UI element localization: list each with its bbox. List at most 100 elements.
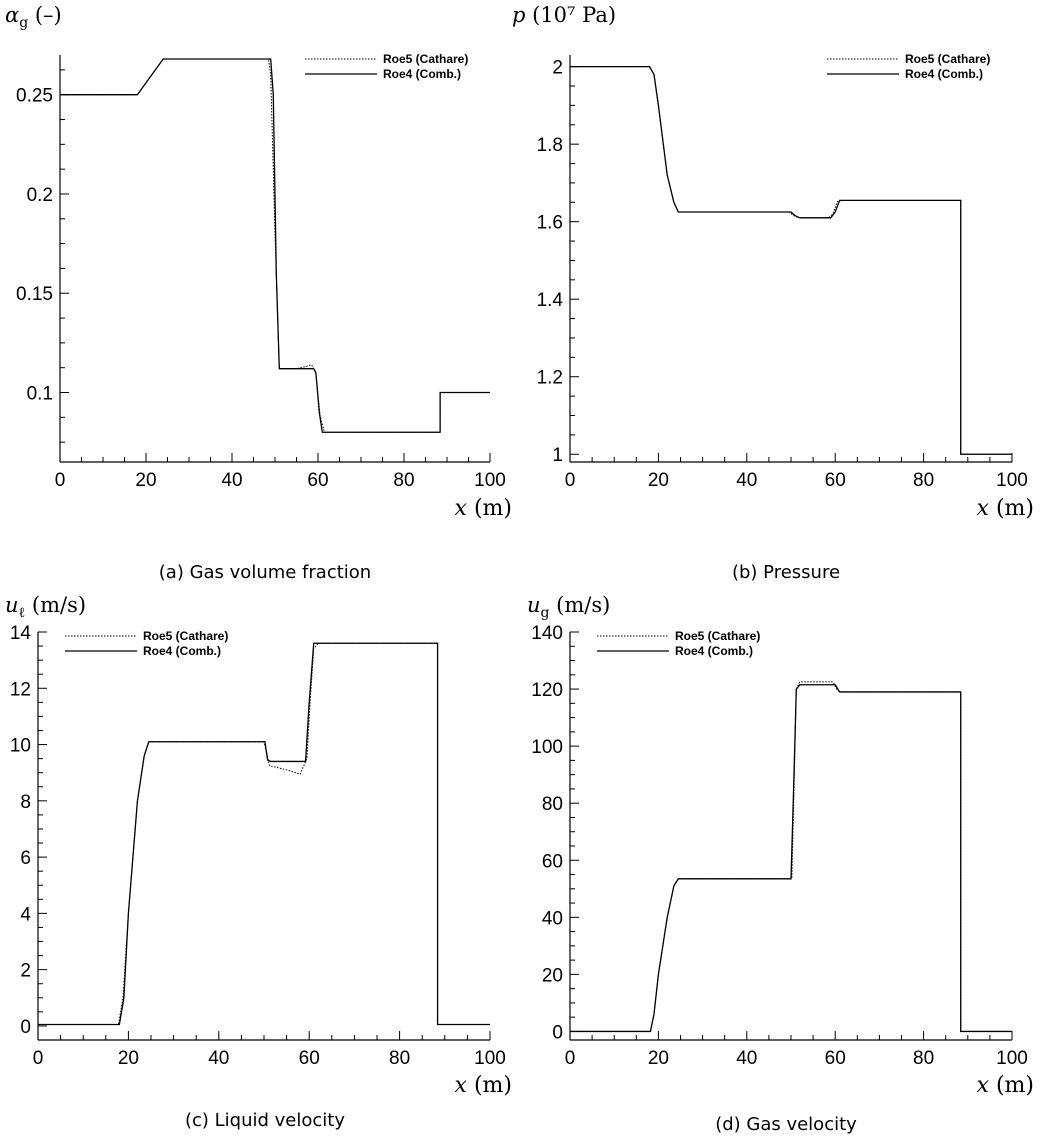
x-tick-label: 60 <box>825 470 846 491</box>
legend-label: Roe4 (Comb.) <box>143 644 221 658</box>
x-axis-label: x (m) <box>977 1073 1034 1098</box>
x-tick-label: 40 <box>208 1048 229 1069</box>
legend-label: Roe5 (Cathare) <box>675 629 760 643</box>
y-label-symbol: α <box>5 3 19 27</box>
y-tick-label: 140 <box>531 623 563 644</box>
y-axis-label: uℓ (m/s) <box>5 593 86 621</box>
y-tick-label: 1.4 <box>537 290 564 311</box>
subfigure-caption: (d) Gas velocity <box>715 1114 857 1135</box>
series-line-roe5 <box>60 58 490 433</box>
y-tick-label: 0 <box>552 1022 563 1043</box>
x-label-symbol: x <box>455 496 468 521</box>
legend-label: Roe4 (Comb.) <box>905 67 983 81</box>
y-tick-label: 0.1 <box>27 384 53 405</box>
x-tick-label: 0 <box>565 1048 576 1069</box>
x-tick-label: 100 <box>474 1048 506 1069</box>
x-tick-label: 100 <box>474 470 506 491</box>
y-label-subscript: g <box>19 15 28 31</box>
y-tick-label: 1.6 <box>537 213 563 234</box>
x-tick-label: 40 <box>221 470 242 491</box>
y-label-unit: (10⁷ Pa) <box>525 3 616 27</box>
y-tick-label: 20 <box>542 965 563 986</box>
x-tick-label: 60 <box>825 1048 846 1069</box>
x-label-unit: (m) <box>989 1073 1034 1098</box>
y-tick-label: 2 <box>552 58 563 79</box>
y-axis-label: p (10⁷ Pa) <box>512 3 616 27</box>
x-tick-label: 40 <box>736 1048 757 1069</box>
x-tick-label: 0 <box>55 470 66 491</box>
x-label-symbol: x <box>977 496 990 521</box>
x-tick-label: 80 <box>389 1048 410 1069</box>
x-tick-label: 60 <box>299 1048 320 1069</box>
x-label-symbol: x <box>455 1073 468 1098</box>
legend-label: Roe5 (Cathare) <box>905 52 990 66</box>
y-label-unit: (m/s) <box>25 593 86 617</box>
y-axis-label: ug (m/s) <box>527 593 610 621</box>
x-tick-label: 80 <box>393 470 414 491</box>
x-tick-label: 100 <box>996 1048 1028 1069</box>
x-axis-label: x (m) <box>455 496 512 521</box>
subfigure-caption: (b) Pressure <box>732 562 840 583</box>
x-tick-label: 20 <box>135 470 156 491</box>
subfigure-caption: (c) Liquid velocity <box>185 1110 345 1131</box>
series-line-roe5 <box>570 66 1012 455</box>
y-label-unit: (–) <box>28 3 62 27</box>
x-label-unit: (m) <box>467 496 512 521</box>
y-tick-label: 0 <box>20 1017 31 1038</box>
series-line-roe4 <box>38 642 490 1026</box>
y-tick-label: 4 <box>20 904 31 925</box>
y-label-symbol: p <box>512 3 525 27</box>
x-tick-label: 40 <box>736 470 757 491</box>
y-tick-label: 80 <box>542 794 563 815</box>
chart-panel-d: 0 20 40 60 80 100 0 20 40 60 80 100 120 140 Roe5 (Cath… <box>527 593 1034 1135</box>
y-tick-label: 1.2 <box>537 368 563 389</box>
y-label-subscript: ℓ <box>19 605 26 621</box>
subfigure-caption: (a) Gas volume fraction <box>159 562 371 583</box>
y-tick-label: 40 <box>542 908 563 929</box>
chart-panel-a: 0 20 40 60 80 100 0.1 0.15 0.2 0.25 Roe5 (Cathare)… <box>5 3 512 583</box>
y-tick-label: 0.15 <box>16 284 53 305</box>
series-line-roe4 <box>60 58 490 433</box>
y-tick-label: 2 <box>20 961 31 982</box>
legend-label: Roe4 (Comb.) <box>383 67 461 81</box>
y-tick-label: 1.8 <box>537 135 563 156</box>
chart-panel-b: 0 20 40 60 80 100 1 1.2 1.4 1.6 1.8 2 Roe5 (Cathare)… <box>512 3 1034 583</box>
y-tick-label: 60 <box>542 851 563 872</box>
y-tick-label: 10 <box>10 736 31 757</box>
legend-label: Roe5 (Cathare) <box>383 52 468 66</box>
y-tick-label: 0.2 <box>27 185 53 206</box>
series-line-roe4 <box>570 684 1012 1033</box>
x-label-symbol: x <box>977 1073 990 1098</box>
series-line-roe5 <box>38 642 490 1026</box>
x-tick-label: 20 <box>648 470 669 491</box>
x-label-unit: (m) <box>467 1073 512 1098</box>
x-tick-label: 0 <box>33 1048 44 1069</box>
y-tick-label: 1 <box>552 445 563 466</box>
x-tick-label: 20 <box>648 1048 669 1069</box>
x-tick-label: 100 <box>996 470 1028 491</box>
x-axis-label: x (m) <box>977 496 1034 521</box>
chart-panel-c: 0 20 40 60 80 100 0 2 4 6 8 10 12 14 Roe5 (Cathare)Roe… <box>5 593 512 1131</box>
y-tick-label: 6 <box>20 848 31 869</box>
y-axis-label: αg (–) <box>5 3 62 31</box>
y-label-symbol: u <box>527 593 541 617</box>
x-axis-label: x (m) <box>455 1073 512 1098</box>
y-tick-label: 8 <box>20 792 31 813</box>
legend-label: Roe5 (Cathare) <box>143 629 228 643</box>
y-label-subscript: g <box>541 605 550 621</box>
x-tick-label: 60 <box>307 470 328 491</box>
y-tick-label: 120 <box>531 680 563 701</box>
x-tick-label: 80 <box>913 470 934 491</box>
y-tick-label: 12 <box>10 679 31 700</box>
y-label-unit: (m/s) <box>550 593 611 617</box>
y-tick-label: 100 <box>531 737 563 758</box>
x-tick-label: 20 <box>118 1048 139 1069</box>
series-line-roe4 <box>570 65 1012 455</box>
x-tick-label: 0 <box>565 470 576 491</box>
x-tick-label: 80 <box>913 1048 934 1069</box>
legend-label: Roe4 (Comb.) <box>675 644 753 658</box>
y-label-symbol: u <box>5 593 19 617</box>
x-label-unit: (m) <box>989 496 1034 521</box>
y-tick-label: 14 <box>10 623 32 644</box>
